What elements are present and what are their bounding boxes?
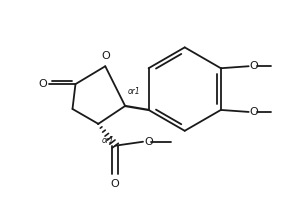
Text: O: O [111, 180, 120, 190]
Text: or1: or1 [128, 87, 141, 96]
Text: O: O [38, 79, 47, 89]
Text: O: O [250, 107, 258, 117]
Text: O: O [144, 137, 153, 147]
Text: O: O [101, 51, 110, 61]
Text: or1: or1 [101, 136, 114, 145]
Text: O: O [250, 61, 258, 71]
